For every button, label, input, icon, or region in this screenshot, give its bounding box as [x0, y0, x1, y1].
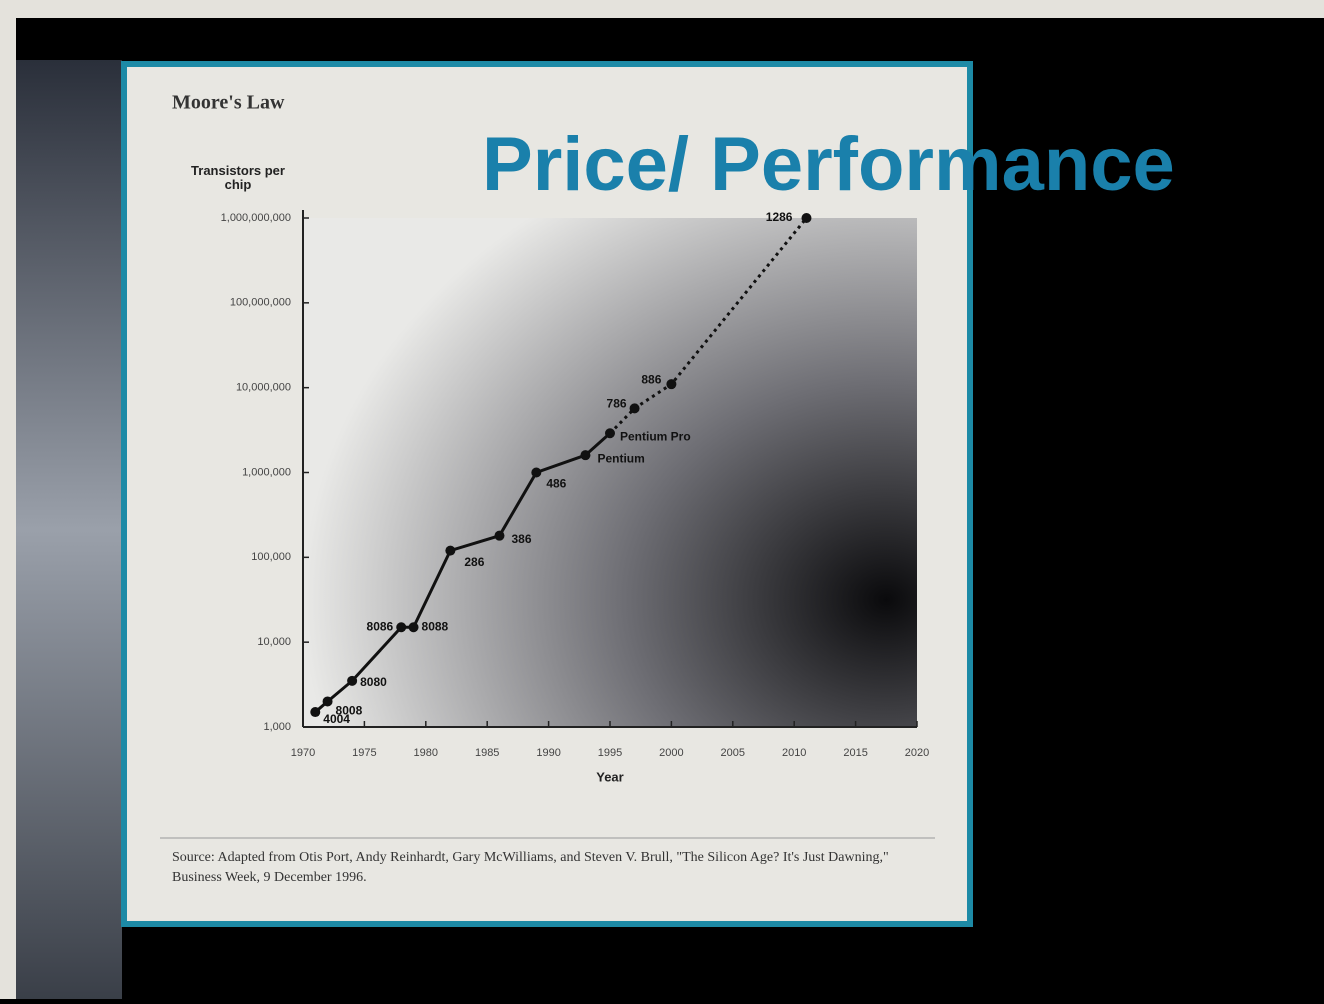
y-label-box: Transistors per chip: [178, 164, 298, 208]
y-tick-label: 1,000: [263, 721, 291, 733]
data-point: [801, 213, 811, 223]
slide: Moore's Law Transistors per chip Year So…: [0, 0, 1324, 999]
y-axis-label: Transistors per chip: [178, 164, 298, 192]
point-label: 8088: [422, 619, 449, 633]
top-strip: [0, 0, 1324, 18]
point-label: Pentium: [597, 451, 644, 465]
x-tick-label: 2010: [782, 747, 806, 759]
point-label: 286: [464, 555, 484, 569]
x-tick-label: 1985: [475, 747, 499, 759]
point-label: 8086: [367, 619, 394, 633]
source-box: Source: Adapted from Otis Port, Andy Rei…: [172, 848, 912, 898]
x-tick-label: 1975: [352, 747, 376, 759]
x-tick-label: 1990: [536, 747, 560, 759]
point-label: 886: [641, 372, 661, 386]
point-label: 8080: [360, 675, 387, 689]
data-point: [630, 403, 640, 413]
data-point: [531, 468, 541, 478]
y-tick-label: 1,000,000,000: [221, 212, 291, 224]
x-tick-label: 2005: [721, 747, 745, 759]
data-point: [310, 707, 320, 717]
x-tick-label: 1995: [598, 747, 622, 759]
x-axis-label: Year: [596, 769, 623, 784]
point-label: 786: [607, 397, 627, 411]
y-tick-label: 100,000: [251, 551, 291, 563]
x-tick-label: 2000: [659, 747, 683, 759]
source-note: Source: Adapted from Otis Port, Andy Rei…: [172, 848, 912, 888]
y-tick-label: 10,000: [257, 636, 291, 648]
data-point: [347, 676, 357, 686]
data-point: [494, 531, 504, 541]
point-label: Pentium Pro: [620, 429, 691, 443]
point-label: 486: [546, 477, 566, 491]
y-tick-label: 10,000,000: [236, 382, 291, 394]
plot-area: [303, 218, 917, 727]
x-tick-label: 1970: [291, 747, 315, 759]
left-strip: [0, 0, 16, 999]
data-point: [666, 379, 676, 389]
building-photo: [16, 60, 122, 999]
x-tick-label: 1980: [414, 747, 438, 759]
point-label: 1286: [766, 210, 793, 224]
x-tick-label: 2020: [905, 747, 929, 759]
y-tick-label: 1,000,000: [242, 466, 291, 478]
data-point: [323, 696, 333, 706]
data-point: [445, 546, 455, 556]
page: Moore's Law Transistors per chip Year So…: [0, 0, 1324, 999]
data-point: [409, 622, 419, 632]
data-point: [396, 622, 406, 632]
point-label: 8008: [336, 704, 363, 718]
y-tick-label: 100,000,000: [230, 297, 291, 309]
slide-title: Price/ Performance: [482, 122, 1175, 207]
chart-title: Moore's Law: [172, 92, 285, 114]
data-point: [580, 450, 590, 460]
point-label: 386: [511, 532, 531, 546]
x-tick-label: 2015: [843, 747, 867, 759]
